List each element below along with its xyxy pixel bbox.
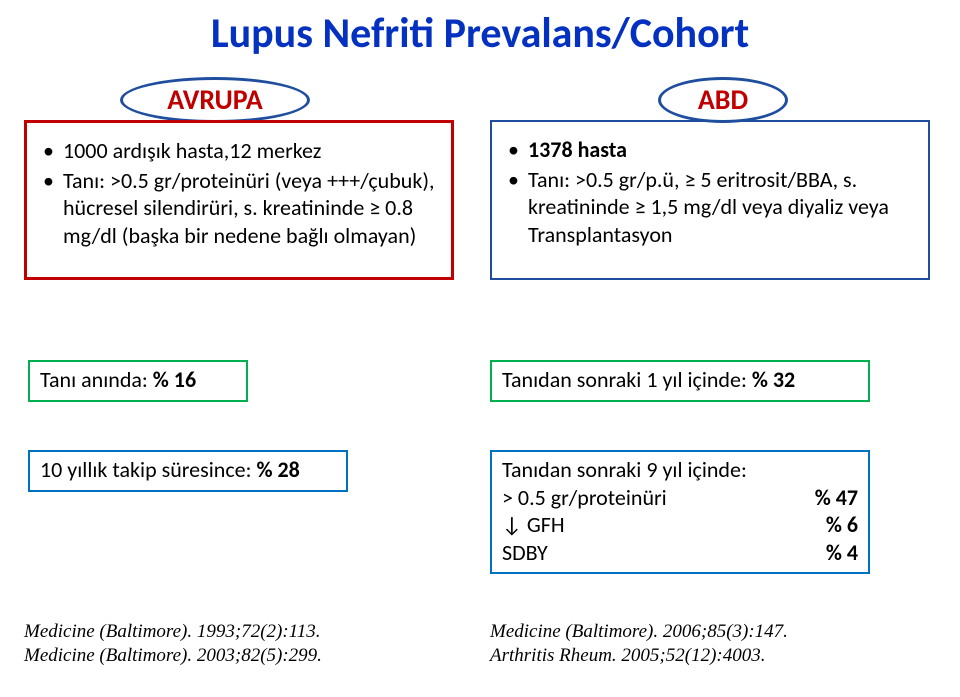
- list-item: 1000 ardışık hasta,12 merkez: [43, 137, 435, 165]
- reference-line: Arthritis Rheum. 2005;52(12):4003.: [490, 644, 788, 668]
- right-criteria-box: 1378 hasta Tanı: >0.5 gr/p.ü, ≥ 5 eritro…: [490, 120, 930, 280]
- row-label: ↓ GFH: [502, 511, 707, 539]
- right-criteria-list: 1378 hasta Tanı: >0.5 gr/p.ü, ≥ 5 eritro…: [508, 136, 912, 248]
- left-diag-box: Tanı anında: % 16: [28, 360, 248, 402]
- right-diag-label: Tanıdan sonraki 1 yıl içinde:: [502, 366, 752, 393]
- row-label: > 0.5 gr/proteinüri: [502, 484, 766, 512]
- region-pill-abd: ABD: [658, 77, 788, 123]
- right-diag-value: % 32: [752, 366, 795, 393]
- left-diag-label: Tanı anında:: [40, 366, 153, 393]
- left-follow-label: 10 yıllık takip süresince:: [40, 456, 256, 483]
- right-follow-row: ↓ GFH % 6: [502, 511, 858, 539]
- list-item-bold: 1378 hasta: [528, 136, 627, 163]
- page-title: Lupus Nefriti Prevalans/Cohort: [0, 8, 960, 59]
- left-follow-value: % 28: [256, 456, 299, 483]
- right-follow-box: Tanıdan sonraki 9 yıl içinde: > 0.5 gr/p…: [490, 450, 870, 574]
- left-criteria-list: 1000 ardışık hasta,12 merkez Tanı: >0.5 …: [43, 137, 435, 249]
- reference-line: Medicine (Baltimore). 2006;85(3):147.: [490, 620, 788, 644]
- right-diag-box: Tanıdan sonraki 1 yıl içinde: % 32: [490, 360, 870, 402]
- right-follow-row: SDBY % 4: [502, 539, 858, 567]
- left-references: Medicine (Baltimore). 1993;72(2):113. Me…: [24, 620, 322, 668]
- row-value: % 47: [766, 484, 858, 512]
- row-label: SDBY: [502, 539, 679, 567]
- right-references: Medicine (Baltimore). 2006;85(3):147. Ar…: [490, 620, 788, 668]
- list-item: 1378 hasta: [508, 136, 912, 164]
- list-item: Tanı: >0.5 gr/p.ü, ≥ 5 eritrosit/BBA, s.…: [508, 166, 912, 249]
- region-pill-avrupa: AVRUPA: [120, 77, 310, 123]
- row-value: % 4: [679, 539, 858, 567]
- right-follow-row: > 0.5 gr/proteinüri % 47: [502, 484, 858, 512]
- right-follow-header: Tanıdan sonraki 9 yıl içinde:: [502, 456, 858, 484]
- list-item: Tanı: >0.5 gr/proteinüri (veya +++/çubuk…: [43, 167, 435, 250]
- row-value: % 6: [707, 511, 858, 539]
- left-diag-value: % 16: [153, 366, 196, 393]
- left-follow-box: 10 yıllık takip süresince: % 28: [28, 450, 348, 492]
- reference-line: Medicine (Baltimore). 2003;82(5):299.: [24, 644, 322, 668]
- left-criteria-box: 1000 ardışık hasta,12 merkez Tanı: >0.5 …: [24, 120, 454, 280]
- reference-line: Medicine (Baltimore). 1993;72(2):113.: [24, 620, 322, 644]
